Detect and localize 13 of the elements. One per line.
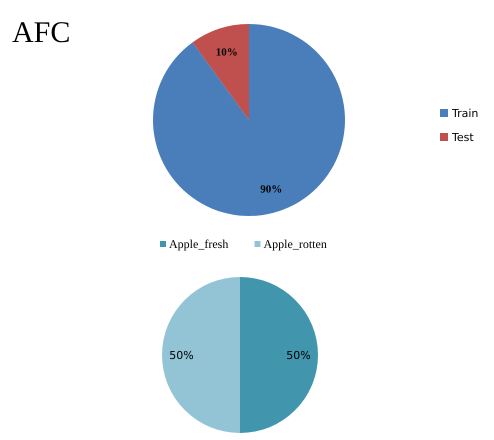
data-label: 90%	[260, 183, 282, 196]
pie-slice	[192, 24, 249, 120]
pie-slice	[240, 277, 318, 433]
legend-label: Test	[451, 131, 474, 144]
data-label: 50%	[286, 349, 311, 362]
legend-label: Apple_rotten	[264, 237, 327, 251]
pie-slice	[153, 24, 345, 216]
legend-label: Apple_fresh	[169, 237, 228, 251]
legend-label: Train	[451, 107, 478, 120]
pie-slice	[162, 277, 240, 433]
chart-title: AFC	[12, 16, 70, 49]
data-label: 50%	[169, 349, 194, 362]
data-label: 10%	[216, 46, 238, 59]
